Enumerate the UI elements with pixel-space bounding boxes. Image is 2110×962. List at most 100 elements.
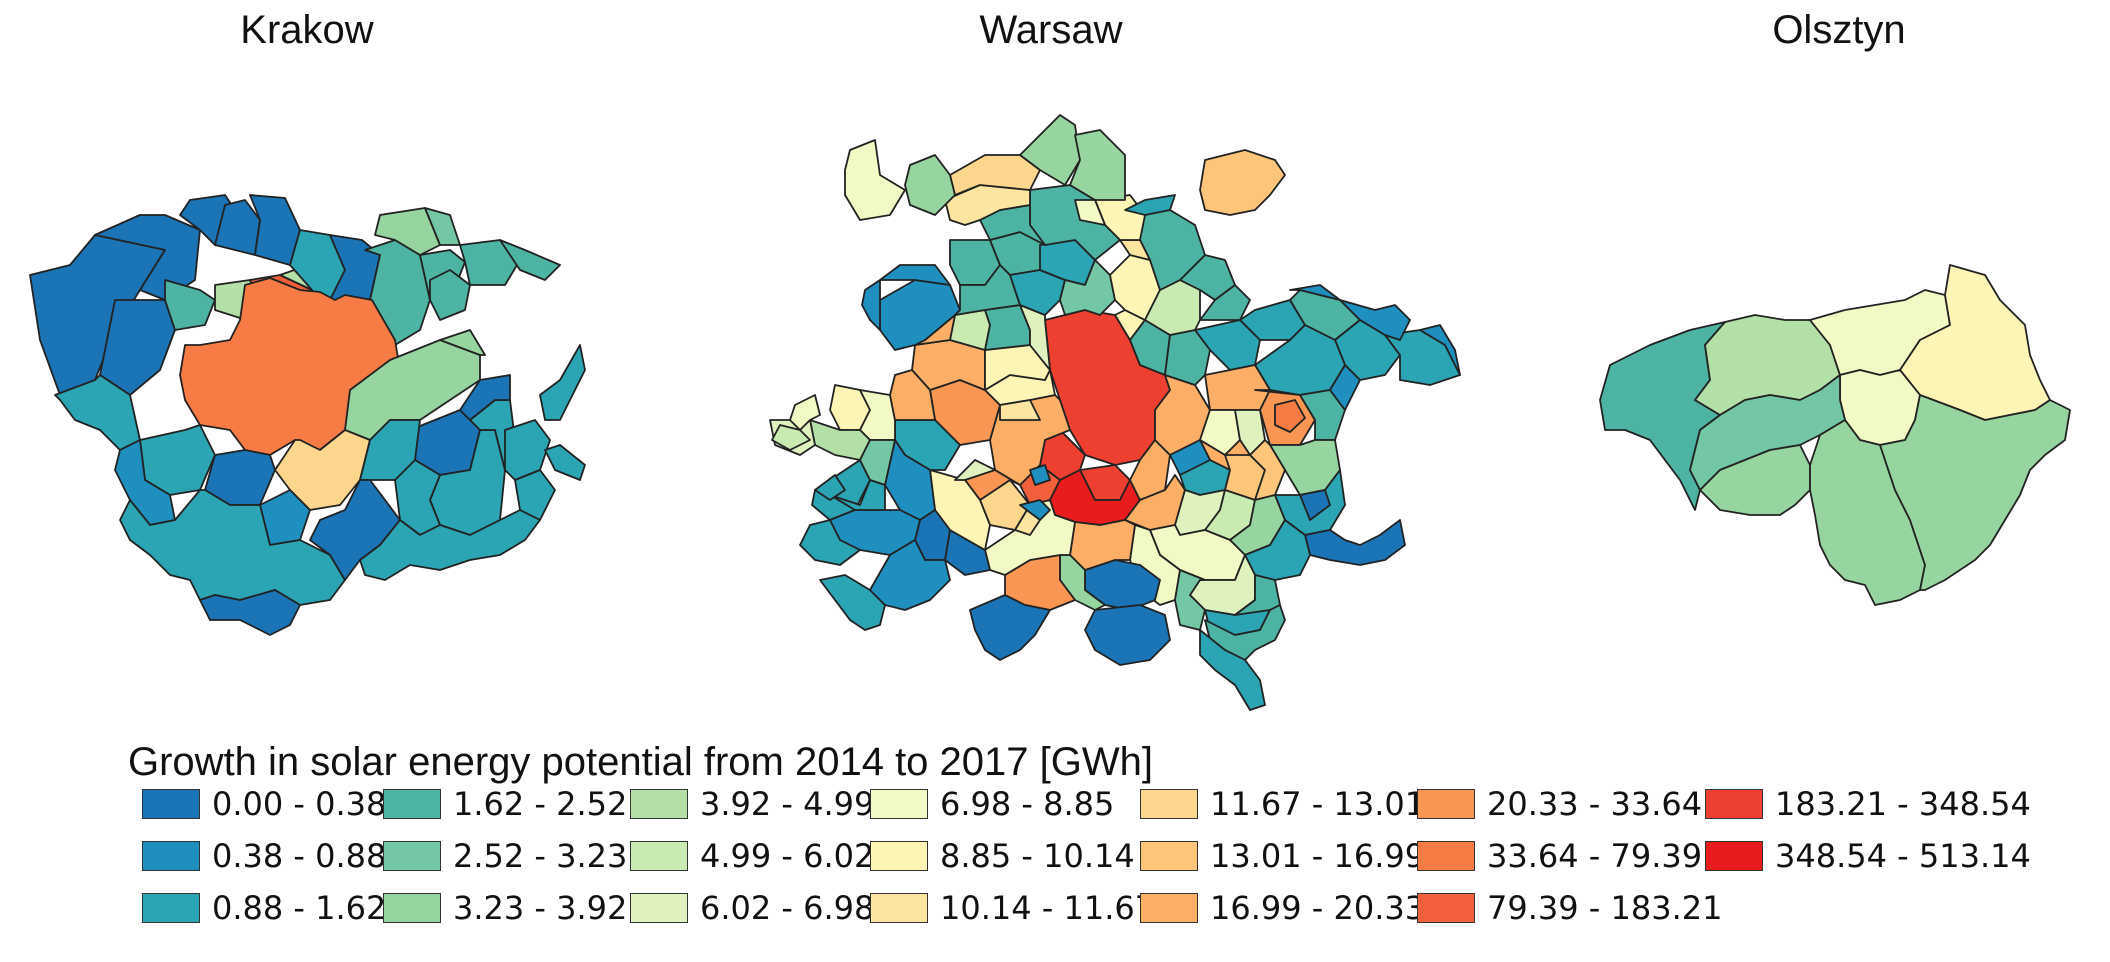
district[interactable] bbox=[889, 369, 936, 421]
district[interactable] bbox=[274, 429, 371, 511]
legend-label: 8.85 - 10.14 bbox=[940, 837, 1135, 875]
legend-item: 33.64 - 79.39 bbox=[1417, 835, 1702, 877]
district[interactable] bbox=[1069, 129, 1126, 201]
district[interactable] bbox=[1019, 114, 1081, 186]
district[interactable] bbox=[1124, 194, 1176, 216]
legend-item: 16.99 - 20.33 bbox=[1140, 887, 1425, 929]
district[interactable] bbox=[514, 469, 556, 521]
district[interactable] bbox=[1329, 364, 1361, 411]
legend-label: 0.88 - 1.62 bbox=[212, 889, 387, 927]
legend-item: 348.54 - 513.14 bbox=[1705, 835, 2031, 877]
legend-item: 3.23 - 3.92 bbox=[383, 887, 627, 929]
district[interactable] bbox=[1029, 464, 1051, 486]
district[interactable] bbox=[1339, 299, 1411, 341]
district[interactable] bbox=[439, 329, 486, 356]
district[interactable] bbox=[1809, 419, 1926, 606]
map-title-olsztyn: Olsztyn bbox=[1772, 8, 1906, 52]
district[interactable] bbox=[949, 154, 1041, 196]
district[interactable] bbox=[1419, 324, 1461, 376]
district[interactable] bbox=[199, 589, 301, 636]
district[interactable] bbox=[1019, 499, 1051, 521]
district[interactable] bbox=[861, 279, 881, 331]
legend-item: 10.14 - 11.67 bbox=[870, 887, 1155, 929]
legend-swatch bbox=[1140, 893, 1198, 923]
legend-label: 11.67 - 13.01 bbox=[1210, 785, 1426, 823]
legend-label: 0.00 - 0.38 bbox=[212, 785, 387, 823]
district[interactable] bbox=[94, 214, 201, 301]
district[interactable] bbox=[1299, 489, 1331, 521]
legend-swatch bbox=[630, 841, 688, 871]
legend-item: 183.21 - 348.54 bbox=[1705, 783, 2031, 825]
district[interactable] bbox=[1274, 399, 1306, 433]
legend-label: 3.92 - 4.99 bbox=[700, 785, 875, 823]
map-title-krakow: Krakow bbox=[240, 8, 374, 52]
legend-item: 0.38 - 0.88 bbox=[142, 835, 386, 877]
legend-swatch bbox=[1417, 789, 1475, 819]
legend-item: 79.39 - 183.21 bbox=[1417, 887, 1722, 929]
legend-item: 3.92 - 4.99 bbox=[630, 783, 874, 825]
legend-label: 3.23 - 3.92 bbox=[453, 889, 628, 927]
legend-swatch bbox=[1705, 841, 1763, 871]
district[interactable] bbox=[979, 204, 1046, 246]
district[interactable] bbox=[1249, 439, 1286, 501]
legend-swatch bbox=[870, 789, 928, 819]
district[interactable] bbox=[814, 474, 846, 501]
district[interactable] bbox=[844, 139, 906, 221]
district[interactable] bbox=[504, 419, 551, 481]
district[interactable] bbox=[459, 374, 511, 421]
maps-canvas bbox=[29, 114, 2071, 711]
krakow-map bbox=[29, 194, 586, 636]
legend-label: 348.54 - 513.14 bbox=[1775, 837, 2031, 875]
legend-label: 10.14 - 11.67 bbox=[940, 889, 1156, 927]
legend-swatch bbox=[1140, 841, 1198, 871]
legend-swatch bbox=[1140, 789, 1198, 819]
district[interactable] bbox=[499, 239, 561, 281]
district[interactable] bbox=[789, 394, 821, 431]
legend-label: 2.52 - 3.23 bbox=[453, 837, 628, 875]
district[interactable] bbox=[869, 539, 951, 611]
district[interactable] bbox=[904, 154, 956, 216]
map-title-warsaw: Warsaw bbox=[979, 8, 1123, 52]
legend-label: 20.33 - 33.64 bbox=[1487, 785, 1703, 823]
district[interactable] bbox=[1879, 394, 2071, 591]
district[interactable] bbox=[1304, 519, 1406, 566]
legend-label: 33.64 - 79.39 bbox=[1487, 837, 1703, 875]
legend-swatch bbox=[630, 789, 688, 819]
legend-swatch bbox=[630, 893, 688, 923]
district[interactable] bbox=[544, 444, 586, 481]
district[interactable] bbox=[1199, 149, 1286, 216]
district[interactable] bbox=[1174, 569, 1206, 631]
legend-label: 4.99 - 6.02 bbox=[700, 837, 875, 875]
district[interactable] bbox=[164, 279, 216, 331]
district[interactable] bbox=[1199, 284, 1251, 321]
district[interactable] bbox=[539, 344, 586, 421]
legend-swatch bbox=[142, 893, 200, 923]
district[interactable] bbox=[999, 399, 1041, 421]
legend-item: 0.88 - 1.62 bbox=[142, 887, 386, 929]
warsaw-map bbox=[769, 114, 1461, 711]
legend-swatch bbox=[1705, 789, 1763, 819]
legend-item: 6.98 - 8.85 bbox=[870, 783, 1114, 825]
district[interactable] bbox=[429, 269, 471, 321]
district[interactable] bbox=[819, 574, 886, 631]
district[interactable] bbox=[1074, 199, 1106, 226]
legend-swatch bbox=[870, 893, 928, 923]
district[interactable] bbox=[359, 509, 541, 581]
district[interactable] bbox=[799, 519, 861, 566]
legend-label: 6.98 - 8.85 bbox=[940, 785, 1115, 823]
district[interactable] bbox=[879, 264, 951, 286]
legend-item: 8.85 - 10.14 bbox=[870, 835, 1135, 877]
legend-item: 0.00 - 0.38 bbox=[142, 783, 386, 825]
district[interactable] bbox=[99, 299, 176, 396]
legend-item: 11.67 - 13.01 bbox=[1140, 783, 1425, 825]
legend-label: 6.02 - 6.98 bbox=[700, 889, 875, 927]
district[interactable] bbox=[119, 489, 346, 606]
district[interactable] bbox=[969, 594, 1051, 661]
district[interactable] bbox=[1199, 629, 1266, 711]
district[interactable] bbox=[771, 424, 811, 451]
legend-label: 16.99 - 20.33 bbox=[1210, 889, 1426, 927]
district[interactable] bbox=[424, 207, 461, 246]
district[interactable] bbox=[1084, 604, 1171, 666]
district[interactable] bbox=[829, 479, 886, 511]
district[interactable] bbox=[954, 459, 996, 481]
